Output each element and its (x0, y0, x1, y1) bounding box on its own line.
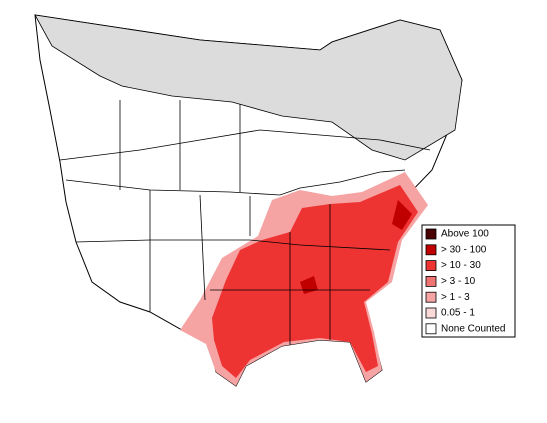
legend-box (421, 224, 516, 338)
legend-swatch (425, 291, 437, 303)
legend-swatch (425, 275, 437, 287)
legend-swatch (425, 307, 437, 319)
legend: Above 100 > 30 - 100 > 10 - 30 > 3 - 10 > 1 … (421, 224, 516, 338)
map-area (34, 14, 463, 387)
legend-label: > 30 - 100 (441, 244, 487, 255)
legend-label: Above 100 (441, 229, 489, 240)
legend-swatch (425, 228, 437, 240)
borders (59, 100, 431, 345)
gray-region (34, 14, 463, 161)
legend-swatch (425, 323, 437, 335)
high-abundance (300, 200, 412, 294)
legend-label: 0.05 - 1 (441, 308, 475, 319)
legend-label: None Counted (441, 323, 506, 334)
legend-label: > 10 - 30 (441, 260, 481, 271)
legend-label: > 3 - 10 (441, 276, 476, 287)
legend-swatch (425, 260, 437, 272)
legend-label: > 1 - 3 (441, 292, 470, 303)
legend-swatch (425, 244, 437, 256)
